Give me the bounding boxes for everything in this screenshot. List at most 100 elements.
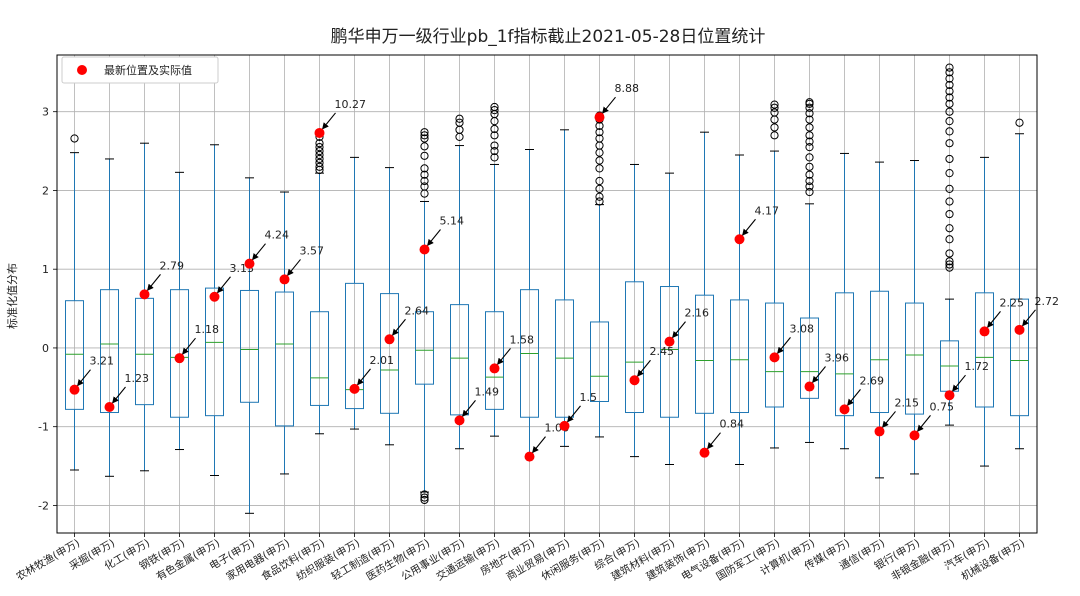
outlier-point xyxy=(805,162,814,171)
latest-point xyxy=(174,353,185,364)
outlier-point xyxy=(595,184,604,193)
outlier-point xyxy=(420,182,429,191)
outlier-point xyxy=(770,103,779,112)
latest-26: 1.72 xyxy=(944,360,990,401)
outlier-point xyxy=(805,187,814,197)
outlier-point xyxy=(595,121,604,130)
box-body xyxy=(835,292,854,417)
latest-point xyxy=(944,390,955,401)
latest-17: 2.45 xyxy=(629,345,675,386)
box-28 xyxy=(1010,118,1029,450)
box-17 xyxy=(625,163,644,458)
box-13 xyxy=(485,102,504,437)
grid-lines xyxy=(57,55,1037,533)
y-tick-label: -1 xyxy=(38,421,49,434)
outlier-point xyxy=(805,131,814,140)
annotation-arrow xyxy=(812,366,826,384)
y-tick-label: 0 xyxy=(42,342,49,355)
box-series xyxy=(65,63,1029,514)
outlier-point xyxy=(595,197,604,206)
latest-4: 1.18 xyxy=(174,323,219,364)
latest-25: 0.75 xyxy=(909,400,954,441)
latest-value-label: 1.23 xyxy=(125,372,150,385)
latest-value-label: 2.79 xyxy=(160,259,185,272)
latest-point xyxy=(769,352,780,363)
box-body xyxy=(1010,298,1029,417)
outlier-point xyxy=(805,170,814,179)
outlier-point xyxy=(420,128,429,137)
latest-value-label: 2.45 xyxy=(650,345,675,358)
box-body xyxy=(975,292,994,408)
box-20 xyxy=(730,154,749,465)
legend-marker xyxy=(77,65,87,75)
outlier-point xyxy=(770,108,779,117)
latest-2: 1.23 xyxy=(104,372,150,413)
latest-value-label: 3.57 xyxy=(300,244,325,257)
latest-value-label: 2.01 xyxy=(370,354,395,367)
legend-frame xyxy=(61,56,219,84)
box-body xyxy=(240,289,259,403)
latest-value-label: 2.25 xyxy=(1000,296,1025,309)
outlier-point xyxy=(805,103,814,112)
latest-point xyxy=(314,127,325,138)
box-body xyxy=(450,304,469,416)
latest-point xyxy=(454,415,465,426)
latest-6: 4.24 xyxy=(244,229,290,269)
box-25 xyxy=(905,160,924,475)
latest-point xyxy=(279,274,290,285)
outlier-point xyxy=(945,235,954,244)
latest-27: 2.25 xyxy=(979,296,1025,337)
outlier-point xyxy=(420,495,429,505)
box-15 xyxy=(555,129,574,447)
latest-point xyxy=(209,291,220,302)
outlier-point xyxy=(945,257,954,266)
latest-value-label: 2.72 xyxy=(1035,295,1060,308)
legend-label: 最新位置及实际值 xyxy=(104,63,192,77)
latest-16: 8.88 xyxy=(594,82,639,123)
outlier-point xyxy=(945,107,954,116)
annotation-arrow xyxy=(917,415,931,432)
outlier-point xyxy=(315,143,324,152)
box-2 xyxy=(100,158,119,477)
outlier-point xyxy=(490,124,499,134)
box-body xyxy=(800,317,819,399)
box-body xyxy=(660,286,679,418)
outlier-point xyxy=(490,102,499,112)
latest-value-label: 5.14 xyxy=(440,215,465,228)
latest-28: 2.72 xyxy=(1014,295,1060,335)
box-body xyxy=(205,287,224,417)
annotation-arrow xyxy=(497,348,511,365)
latest-point xyxy=(1014,324,1025,335)
outlier-point xyxy=(945,117,954,126)
annotation-arrow xyxy=(567,405,581,423)
annotation-arrow xyxy=(777,337,791,354)
outlier-point xyxy=(595,164,604,173)
outlier-point xyxy=(420,170,429,179)
outlier-point xyxy=(595,192,604,201)
outlier-point xyxy=(595,176,604,186)
outlier-point xyxy=(595,156,604,165)
box-body xyxy=(345,282,364,410)
latest-value-label: 4.24 xyxy=(265,229,290,242)
box-body xyxy=(695,294,714,414)
latest-point xyxy=(804,381,815,392)
outlier-point xyxy=(945,249,954,258)
y-axis-label: 标准化值分布 xyxy=(5,263,19,329)
latest-value-label: 1.72 xyxy=(965,360,990,373)
latest-24: 2.15 xyxy=(874,396,919,437)
box-body xyxy=(730,299,749,414)
annotation-arrow xyxy=(77,369,91,387)
latest-point xyxy=(244,258,255,269)
y-tick-label: 1 xyxy=(42,263,49,276)
latest-point xyxy=(594,112,605,123)
latest-point xyxy=(139,289,150,300)
box-body xyxy=(870,290,889,414)
latest-20: 4.17 xyxy=(734,204,779,245)
outlier-point xyxy=(770,100,779,109)
latest-point xyxy=(559,420,570,431)
box-1 xyxy=(65,134,84,471)
box-body xyxy=(905,302,924,415)
annotation-arrow xyxy=(357,368,371,386)
box-23 xyxy=(835,152,854,450)
